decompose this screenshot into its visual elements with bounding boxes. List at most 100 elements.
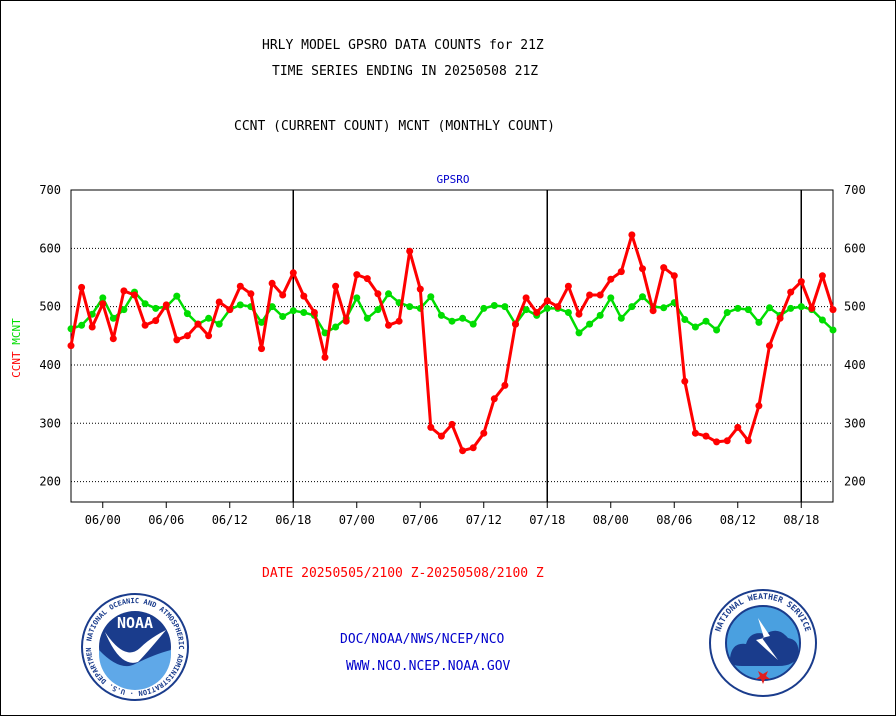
ccnt-point-18 xyxy=(258,345,265,353)
x-tick-label-06/12: 06/12 xyxy=(212,513,248,527)
ccnt-point-38 xyxy=(469,444,477,452)
ccnt-point-62 xyxy=(723,437,731,445)
chart-series-title: GPSRO xyxy=(436,173,469,186)
mcnt-point-60 xyxy=(702,317,710,325)
mcnt-point-41 xyxy=(501,303,509,311)
mcnt-point-64 xyxy=(744,306,752,314)
mcnt-point-54 xyxy=(639,293,646,301)
ccnt-point-26 xyxy=(342,317,350,325)
ccnt-point-20 xyxy=(279,291,287,299)
mcnt-point-66 xyxy=(766,304,773,312)
x-tick-label-08/00: 08/00 xyxy=(593,513,629,527)
x-tick-label-07/12: 07/12 xyxy=(466,513,502,527)
x-tick-label-08/06: 08/06 xyxy=(656,513,692,527)
ccnt-point-63 xyxy=(734,423,742,431)
mcnt-point-56 xyxy=(660,304,668,312)
mcnt-point-8 xyxy=(152,304,160,312)
ccnt-point-45 xyxy=(543,297,551,305)
x-tick-label-08/18: 08/18 xyxy=(783,513,819,527)
mcnt-point-52 xyxy=(617,314,625,322)
mcnt-point-13 xyxy=(205,314,213,322)
y-axis-label: CCNT MCNT xyxy=(10,318,23,378)
mcnt-point-32 xyxy=(406,303,414,311)
ccnt-point-16 xyxy=(236,282,244,290)
ccnt-point-71 xyxy=(818,272,826,280)
mcnt-point-19 xyxy=(268,303,276,311)
ccnt-point-22 xyxy=(300,292,308,300)
ccnt-point-42 xyxy=(512,320,519,328)
y-tick-right-700: 700 xyxy=(844,183,866,197)
y-tick-left-600: 600 xyxy=(39,241,61,255)
ccnt-point-30 xyxy=(385,321,392,329)
ccnt-point-8 xyxy=(152,317,160,325)
ccnt-point-10 xyxy=(173,336,181,344)
x-tick-label-06/06: 06/06 xyxy=(148,513,184,527)
mcnt-point-58 xyxy=(681,316,689,323)
ccnt-point-25 xyxy=(332,282,340,290)
series-line-ccnt xyxy=(69,233,835,453)
ccnt-point-3 xyxy=(99,300,107,308)
ccnt-point-72 xyxy=(829,306,837,314)
ccnt-point-65 xyxy=(755,402,763,410)
mcnt-point-38 xyxy=(469,320,477,328)
y-tick-right-200: 200 xyxy=(844,475,866,489)
mcnt-point-40 xyxy=(490,302,498,309)
mcnt-point-59 xyxy=(691,323,699,331)
ccnt-point-14 xyxy=(215,298,223,306)
ccnt-point-52 xyxy=(617,268,625,276)
mcnt-point-28 xyxy=(363,314,371,322)
ccnt-point-54 xyxy=(639,265,646,273)
mcnt-point-36 xyxy=(448,317,456,325)
ccnt-point-33 xyxy=(416,285,424,293)
y-tick-left-700: 700 xyxy=(39,183,61,197)
ccnt-point-35 xyxy=(437,432,445,440)
ccnt-point-31 xyxy=(395,317,403,325)
ccnt-point-44 xyxy=(533,309,541,316)
ccnt-point-13 xyxy=(205,332,213,340)
ccnt-point-4 xyxy=(109,335,117,343)
mcnt-point-72 xyxy=(829,326,837,334)
mcnt-point-20 xyxy=(279,313,287,320)
mcnt-point-53 xyxy=(628,303,636,311)
mcnt-point-3 xyxy=(99,294,107,302)
website-link[interactable]: WWW.NCO.NCEP.NOAA.GOV xyxy=(346,659,511,674)
mcnt-point-51 xyxy=(607,294,615,302)
ccnt-point-69 xyxy=(797,278,805,286)
ccnt-point-19 xyxy=(268,279,276,287)
ccnt-point-43 xyxy=(522,294,530,302)
mcnt-point-10 xyxy=(173,292,181,300)
plot-area xyxy=(70,189,834,503)
ccnt-point-9 xyxy=(162,301,170,309)
ccnt-point-41 xyxy=(501,381,509,389)
ccnt-point-32 xyxy=(406,247,414,255)
ccnt-point-27 xyxy=(353,271,361,279)
mcnt-point-5 xyxy=(120,306,128,314)
ccnt-point-53 xyxy=(628,231,636,239)
ccnt-point-48 xyxy=(575,310,583,318)
mcnt-point-61 xyxy=(713,326,721,334)
mcnt-point-29 xyxy=(374,306,382,314)
ccnt-point-64 xyxy=(744,437,752,445)
mcnt-point-37 xyxy=(459,314,467,322)
ccnt-point-5 xyxy=(120,287,128,295)
mcnt-point-21 xyxy=(289,307,297,315)
ccnt-point-49 xyxy=(586,291,594,299)
ccnt-point-34 xyxy=(427,423,435,431)
org-line[interactable]: DOC/NOAA/NWS/NCEP/NCO xyxy=(340,632,505,647)
chart-title-line2: TIME SERIES ENDING IN 20250508 21Z xyxy=(272,64,539,79)
mcnt-point-49 xyxy=(586,320,594,328)
ccnt-point-29 xyxy=(374,290,382,298)
date-range: DATE 20250505/2100 Z-20250508/2100 Z xyxy=(262,566,544,581)
mcnt-point-47 xyxy=(564,309,572,316)
ccnt-point-61 xyxy=(713,438,721,446)
ccnt-point-0 xyxy=(67,342,75,350)
ccnt-point-46 xyxy=(554,303,562,311)
noaa-text: NOAA xyxy=(117,614,153,632)
ccnt-point-2 xyxy=(88,323,96,331)
ccnt-point-37 xyxy=(459,447,467,455)
y-axis-label-ccnt: CCNT xyxy=(10,351,23,378)
mcnt-point-50 xyxy=(596,311,604,319)
y-tick-left-400: 400 xyxy=(39,358,61,372)
x-tick-label-07/18: 07/18 xyxy=(529,513,565,527)
mcnt-point-27 xyxy=(353,294,361,302)
